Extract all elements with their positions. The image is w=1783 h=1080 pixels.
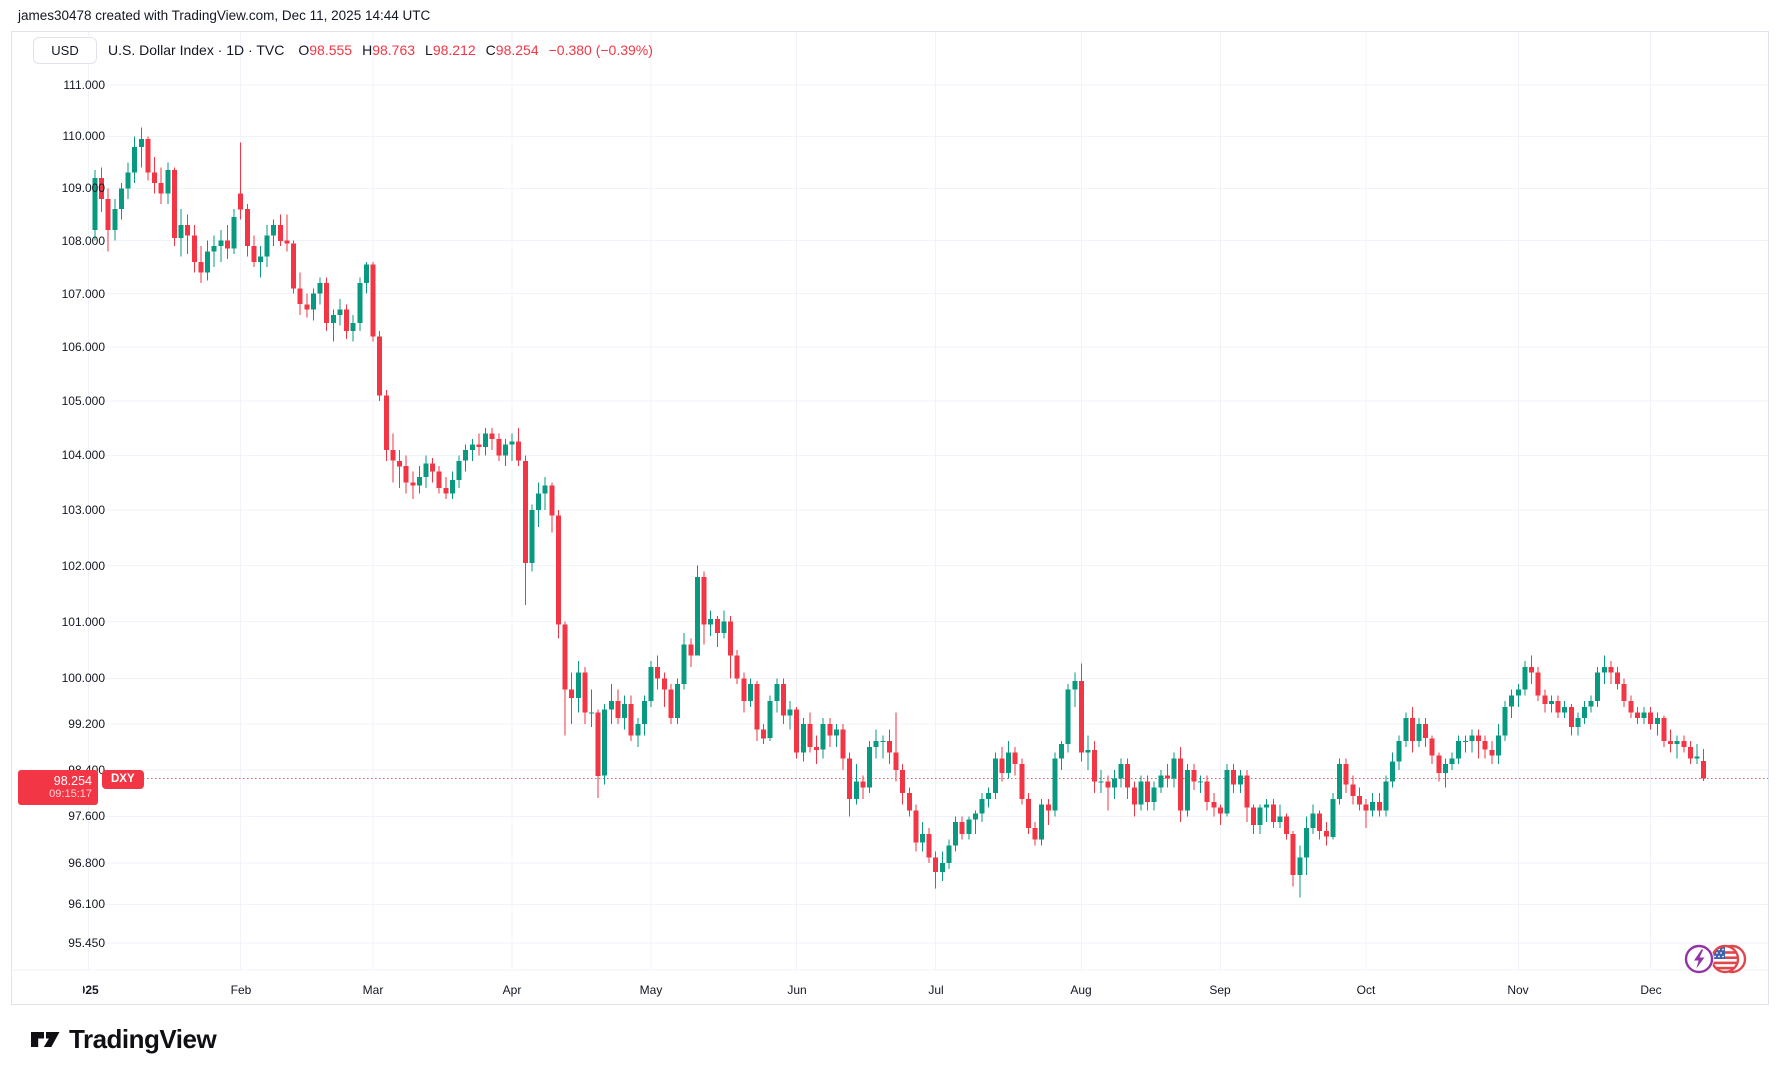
lightning-icon — [1684, 944, 1714, 974]
symbol-logo-icons — [1684, 944, 1747, 974]
y-axis-label: 96.100 — [68, 897, 105, 911]
open-prefix: O — [298, 41, 310, 58]
y-axis-label: 111.000 — [63, 78, 105, 92]
us-flag-icon — [1710, 944, 1747, 974]
ohlc-close: C98.254 — [486, 42, 539, 58]
ohlc-open: O98.555 — [298, 42, 352, 58]
high-prefix: H — [362, 41, 373, 58]
y-axis-label: 96.800 — [68, 856, 105, 870]
tradingview-wordmark: TradingView — [69, 1024, 217, 1054]
change-value: −0.380 (−0.39%) — [548, 41, 653, 58]
x-axis-label: Nov — [1507, 983, 1529, 997]
open-value: 98.555 — [309, 41, 353, 58]
x-axis-label: 2025 — [83, 983, 99, 997]
y-axis-label: 107.000 — [61, 287, 105, 301]
y-axis-label: 110.000 — [62, 129, 106, 143]
last-price-label: 98.254 09:15:17 — [18, 770, 98, 805]
bar-countdown: 09:15:17 — [49, 788, 92, 800]
y-axis-label: 106.000 — [61, 340, 105, 354]
tradingview-logo[interactable]: TradingView — [30, 1024, 217, 1055]
attribution-text: james30478 created with TradingView.com,… — [18, 8, 431, 23]
x-axis-label: Aug — [1070, 983, 1092, 997]
last-price-value: 98.254 — [53, 774, 92, 788]
low-prefix: L — [425, 41, 433, 58]
close-prefix: C — [485, 41, 496, 58]
close-value: 98.254 — [495, 41, 539, 58]
x-axis-label: Sep — [1209, 983, 1231, 997]
x-axis-label: Jun — [787, 983, 807, 997]
tradingview-mark-icon — [31, 1031, 60, 1047]
y-axis-label: 104.000 — [61, 448, 105, 462]
high-value: 98.763 — [372, 41, 416, 58]
y-axis-label: 108.000 — [61, 234, 105, 248]
x-axis-label: May — [639, 983, 663, 997]
low-value: 98.212 — [432, 41, 476, 58]
x-axis-label: Mar — [362, 983, 384, 997]
y-axis-label: 103.000 — [61, 503, 105, 517]
y-axis-label: 102.000 — [61, 559, 105, 573]
y-axis-label: 97.600 — [68, 809, 105, 823]
currency-toggle-button[interactable]: USD — [33, 37, 97, 64]
x-axis-label: Jul — [928, 983, 944, 997]
chart-container — [11, 31, 1769, 1005]
ohlc-low: L98.212 — [425, 42, 476, 58]
symbol-title: U.S. Dollar Index · 1D · TVC — [108, 41, 285, 58]
x-axis-label: Apr — [502, 983, 522, 997]
y-axis-label: 109.000 — [61, 181, 105, 195]
x-axis-label: Feb — [230, 983, 252, 997]
symbol-badge: DXY — [102, 770, 144, 789]
symbol-header: U.S. Dollar Index · 1D · TVC O98.555 H98… — [108, 37, 653, 62]
x-axis-label: Dec — [1640, 983, 1662, 997]
y-axis-label: 99.200 — [68, 717, 105, 731]
y-axis-label: 100.000 — [61, 671, 105, 685]
x-axis-label: Oct — [1356, 983, 1376, 997]
y-axis-label: 105.000 — [61, 394, 105, 408]
y-axis-label: 95.450 — [68, 936, 105, 950]
ohlc-high: H98.763 — [362, 42, 415, 58]
y-axis-label: 101.000 — [61, 615, 105, 629]
